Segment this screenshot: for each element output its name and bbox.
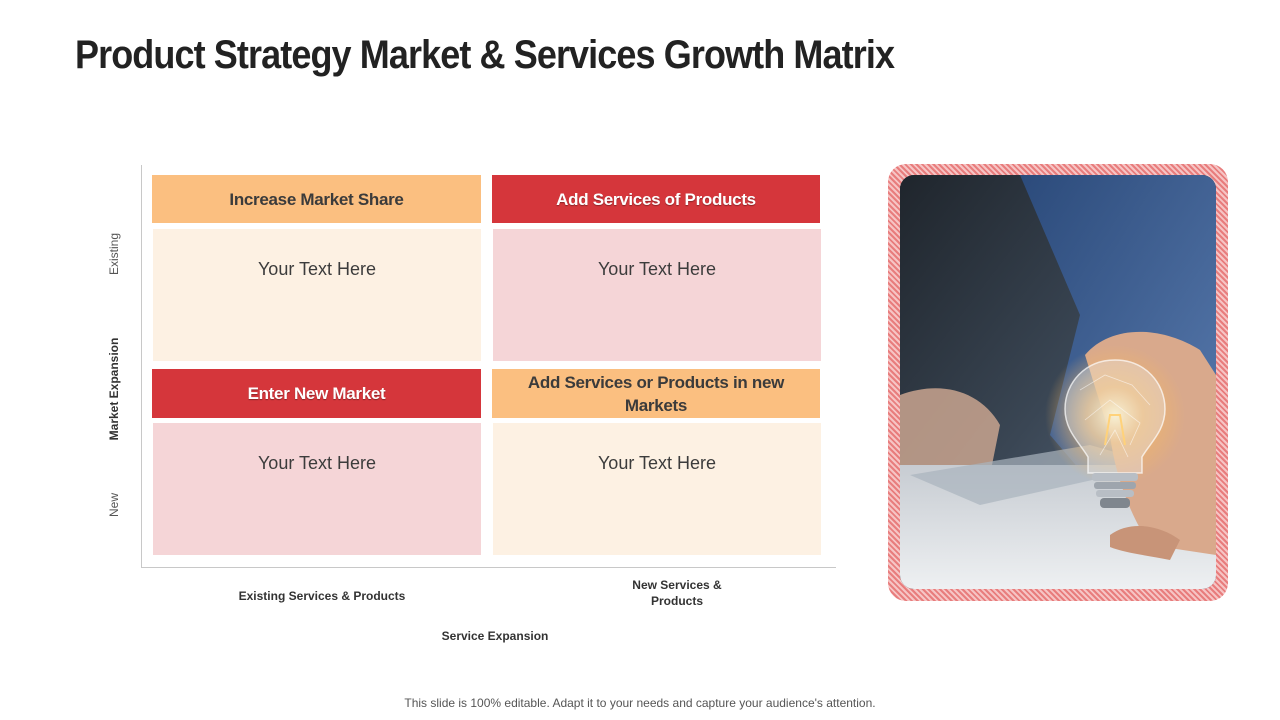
photo-frame: [888, 164, 1228, 601]
lightbulb-hand-photo-icon: [900, 175, 1216, 589]
quadrant-increase-market-share-body: Your Text Here: [153, 229, 481, 361]
quadrant-new-markets-header: Add Services or Products in new Markets: [492, 369, 820, 418]
y-axis-new-label: New: [107, 492, 121, 518]
x-axis-line: [141, 567, 836, 568]
quadrant-enter-new-market-body: Your Text Here: [153, 423, 481, 555]
quadrant-new-markets-body: Your Text Here: [493, 423, 821, 555]
quadrant-add-services-header: Add Services of Products: [492, 175, 820, 223]
y-axis-title: Market Expansion: [107, 337, 121, 441]
y-axis-line: [141, 165, 142, 567]
y-axis-existing-label: Existing: [107, 232, 121, 276]
quadrant-add-services-body: Your Text Here: [493, 229, 821, 361]
x-axis-existing-label: Existing Services & Products: [238, 589, 406, 603]
slide-title: Product Strategy Market & Services Growt…: [75, 33, 895, 77]
x-axis-new-label: New Services & Products: [632, 578, 722, 608]
footer-note: This slide is 100% editable. Adapt it to…: [404, 696, 876, 710]
x-axis-title: Service Expansion: [441, 629, 549, 643]
quadrant-increase-market-share-header: Increase Market Share: [152, 175, 481, 223]
quadrant-enter-new-market-header: Enter New Market: [152, 369, 481, 418]
